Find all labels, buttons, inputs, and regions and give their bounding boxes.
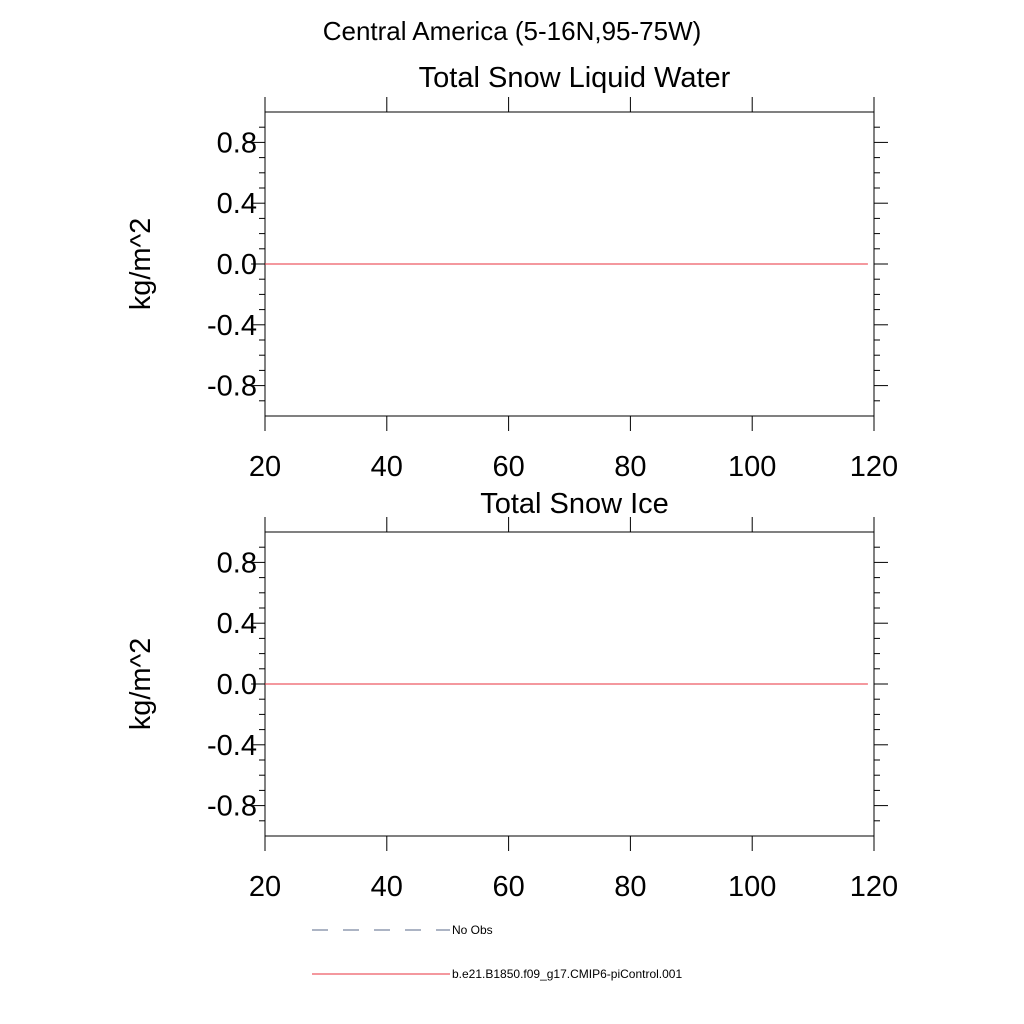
x-tick-label: 120 xyxy=(850,871,898,903)
x-tick-label: 60 xyxy=(492,871,524,903)
x-tick-label: 20 xyxy=(249,871,281,903)
x-tick-label: 120 xyxy=(850,451,898,483)
y-tick-label: 0.8 xyxy=(217,547,257,579)
y-tick-label: -0.4 xyxy=(207,730,257,762)
y-tick-label: 0.8 xyxy=(217,127,257,159)
y-axis-label: kg/m^2 xyxy=(125,638,157,731)
y-tick-label: 0.0 xyxy=(217,249,257,281)
figure-title: Central America (5-16N,95-75W) xyxy=(322,16,702,46)
legend-label: b.e21.B1850.f09_g17.CMIP6-piControl.001 xyxy=(452,967,682,981)
y-tick-label: -0.4 xyxy=(207,310,257,342)
x-tick-label: 20 xyxy=(249,451,281,483)
y-tick-label: 0.4 xyxy=(217,188,257,220)
y-tick-label: -0.8 xyxy=(207,371,257,403)
x-tick-label: 100 xyxy=(728,451,776,483)
x-tick-label: 60 xyxy=(492,451,524,483)
chart-title: Total Snow Ice xyxy=(480,488,669,520)
x-tick-label: 40 xyxy=(371,451,403,483)
y-tick-label: -0.8 xyxy=(207,791,257,823)
y-axis-label: kg/m^2 xyxy=(125,218,157,311)
x-tick-label: 40 xyxy=(371,871,403,903)
y-tick-label: 0.0 xyxy=(217,669,257,701)
x-tick-label: 80 xyxy=(614,871,646,903)
y-tick-label: 0.4 xyxy=(217,608,257,640)
x-tick-label: 100 xyxy=(728,871,776,903)
legend-label: No Obs xyxy=(452,923,493,937)
chart-title: Total Snow Liquid Water xyxy=(419,62,731,94)
x-tick-label: 80 xyxy=(614,451,646,483)
